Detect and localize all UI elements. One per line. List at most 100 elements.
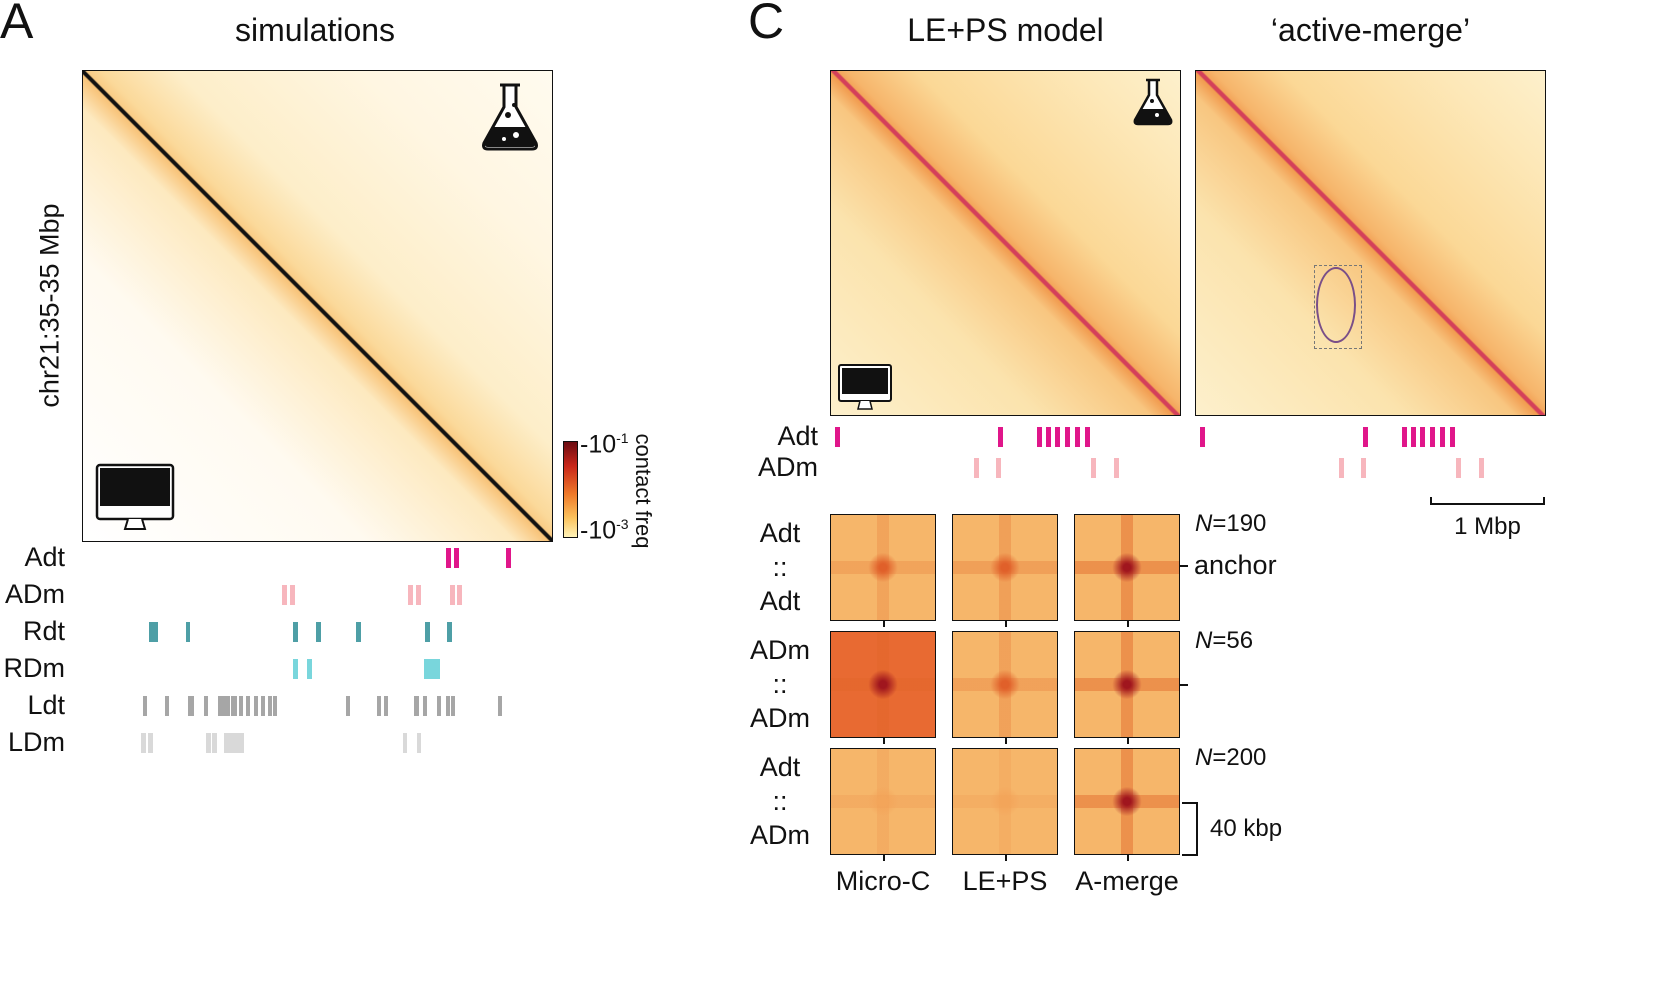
track-label-rdm: RDm: [3, 653, 66, 683]
colorbar-max-label: -10-1: [580, 430, 629, 459]
track-mark-ldt: [498, 696, 502, 716]
track-mark-ldt: [384, 696, 388, 716]
track-mark-ldt: [273, 696, 277, 716]
track-mark-ldt: [446, 696, 450, 716]
scale-bar-label: 1 Mbp: [1454, 513, 1521, 540]
track-mark-ldm: [224, 733, 244, 753]
pileup-column-label: Micro-C: [835, 866, 931, 896]
track-mark-ldt: [451, 696, 455, 716]
size-bracket: [1182, 802, 1198, 856]
track-mark-ldt: [165, 696, 169, 716]
track-mark-ldt: [204, 696, 208, 716]
track-mark-adm: [974, 458, 979, 478]
track-mark-ldt: [437, 696, 441, 716]
track-mark-adm: [996, 458, 1001, 478]
track-mark-adm: [416, 585, 421, 605]
track-label-adm: ADm: [758, 452, 818, 482]
track-mark-ldt: [414, 696, 419, 716]
track-mark-rdt: [293, 622, 298, 642]
flask-icon: [482, 83, 538, 151]
track-mark-rdm: [307, 659, 312, 679]
track-mark-adm: [1339, 458, 1344, 478]
computer-monitor-icon: [95, 463, 175, 530]
track-mark-rdt: [356, 622, 361, 642]
pileup-heatmap-micro-c: [830, 631, 936, 744]
track-mark-adm: [282, 585, 287, 605]
leps-contact-map: [830, 70, 1181, 416]
track-mark-rdt: [447, 622, 452, 642]
track-mark-ldt: [143, 696, 147, 716]
track-label-adt: Adt: [24, 542, 65, 572]
track-mark-ldm: [212, 733, 217, 753]
pileup-column-label: LE+PS: [962, 866, 1048, 896]
simulation-contact-map: [82, 70, 553, 542]
track-mark-adt: [1200, 427, 1205, 447]
panel-a-title: simulations: [234, 12, 396, 48]
track-mark-rdm: [434, 659, 440, 679]
pileup-heatmap-le+ps: [952, 748, 1058, 861]
pileup-heatmap-le+ps: [952, 514, 1058, 627]
highlight-ellipse: [1316, 267, 1356, 343]
track-mark-rdt: [316, 622, 321, 642]
track-mark-adm: [1114, 458, 1119, 478]
track-mark-adm: [1091, 458, 1096, 478]
track-mark-ldt: [377, 696, 381, 716]
track-mark-ldt: [218, 696, 230, 716]
pileup-count: N=200: [1195, 744, 1267, 771]
track-label-ldt: Ldt: [27, 690, 65, 720]
colorbar: [563, 441, 578, 538]
track-mark-adt: [1085, 427, 1090, 447]
pileup-heatmap-micro-c: [830, 748, 936, 861]
track-mark-ldt: [261, 696, 265, 716]
track-mark-ldm: [206, 733, 211, 753]
track-mark-ldt: [246, 696, 250, 716]
panel-c-letter: C: [748, 0, 785, 49]
track-mark-adt: [1450, 427, 1455, 447]
track-mark-ldt: [254, 696, 258, 716]
track-mark-adm: [1456, 458, 1461, 478]
track-mark-rdt: [425, 622, 430, 642]
track-mark-adm: [290, 585, 295, 605]
y-axis-label: chr21:35-35 Mbp: [34, 203, 65, 408]
colorbar-min-label: -10-3: [580, 516, 629, 545]
track-mark-adt: [1037, 427, 1042, 447]
pileup-row-label: Adt:: ADm: [750, 752, 810, 850]
track-mark-adm: [1479, 458, 1484, 478]
track-mark-adt: [1420, 427, 1425, 447]
track-mark-ldt: [346, 696, 350, 716]
panel-c-title-leps: LE+PS model: [907, 12, 1104, 48]
anchor-tick: [1180, 565, 1188, 567]
track-mark-adt: [1440, 427, 1445, 447]
track-mark-adt: [1402, 427, 1407, 447]
track-mark-adt: [1411, 427, 1416, 447]
pileup-heatmap-a-merge: [1074, 514, 1180, 627]
track-label-rdt: Rdt: [22, 616, 65, 646]
track-mark-adt: [506, 548, 511, 568]
pileup-count: N=56: [1195, 627, 1254, 654]
track-mark-ldt: [231, 696, 237, 716]
track-mark-ldt: [188, 696, 194, 716]
track-mark-rdm: [424, 659, 434, 679]
track-label-adt: Adt: [777, 421, 818, 451]
pileup-heatmap-le+ps: [952, 631, 1058, 744]
track-mark-adm: [457, 585, 462, 605]
track-mark-ldm: [148, 733, 153, 753]
track-mark-adt: [835, 427, 840, 447]
pileup-row-label: Adt:: Adt: [759, 518, 801, 616]
panel-c-title-active-merge: ‘active-merge’: [1270, 12, 1471, 48]
flask-icon: [1133, 78, 1173, 126]
pileup-heatmap-micro-c: [830, 514, 936, 627]
track-mark-adt: [1046, 427, 1051, 447]
track-mark-ldm: [141, 733, 146, 753]
panel-a-letter: A: [0, 0, 34, 49]
track-mark-adm: [408, 585, 413, 605]
anchor-tick: [1180, 684, 1188, 686]
track-mark-adt: [1065, 427, 1070, 447]
track-mark-ldt: [239, 696, 243, 716]
size-label: 40 kbp: [1210, 815, 1283, 842]
track-mark-rdt: [149, 622, 158, 642]
track-mark-adt: [1075, 427, 1080, 447]
track-mark-adt: [998, 427, 1003, 447]
anchor-label: anchor: [1194, 550, 1277, 580]
track-mark-rdt: [186, 622, 190, 642]
